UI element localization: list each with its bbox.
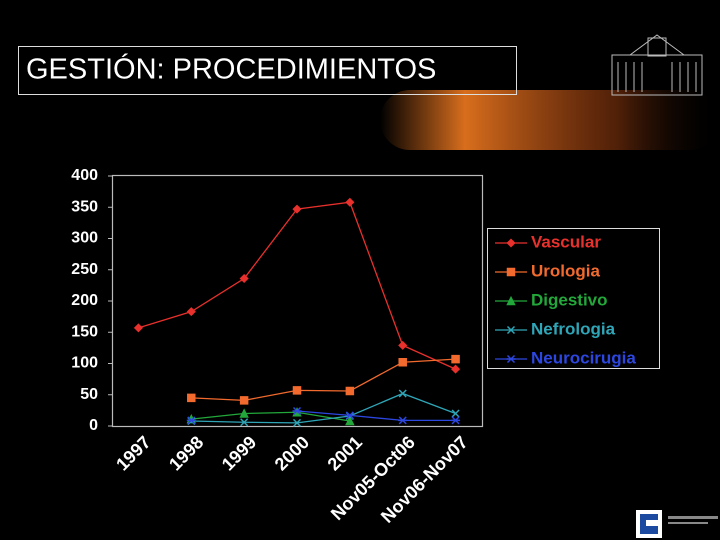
point-marker	[451, 416, 461, 425]
logo-corner	[636, 510, 718, 538]
y-tick-label: 200	[71, 292, 98, 309]
point-marker	[345, 415, 355, 426]
point-marker	[240, 418, 249, 427]
y-tick-label: 300	[71, 230, 98, 247]
title-box	[18, 46, 517, 95]
point-marker	[292, 386, 302, 395]
point-marker	[345, 411, 355, 420]
y-tick-label: 0	[89, 417, 98, 434]
logo-building	[611, 34, 703, 96]
series-line	[191, 392, 456, 424]
point-marker	[133, 323, 143, 333]
legend-marker	[506, 325, 516, 335]
point-marker	[292, 204, 302, 214]
decor-glow	[380, 90, 720, 150]
y-tick-label: 350	[71, 198, 98, 215]
point-marker	[451, 409, 460, 418]
point-marker	[292, 418, 302, 427]
y-tick-label: 400	[71, 167, 98, 184]
y-tick-label: 150	[71, 323, 98, 340]
point-marker	[398, 340, 408, 350]
point-marker	[239, 396, 249, 405]
legend	[487, 228, 660, 369]
legend-label: Digestivo	[531, 290, 608, 309]
legend-marker	[506, 238, 516, 248]
point-marker	[398, 389, 407, 398]
y-tick-label: 100	[71, 355, 98, 372]
point-marker	[186, 307, 196, 317]
legend-marker	[506, 354, 516, 364]
point-marker	[239, 408, 249, 418]
legend-label: Vascular	[531, 232, 601, 251]
legend-label: Nefrologia	[531, 319, 616, 338]
point-marker	[345, 386, 355, 396]
plot-area	[111, 174, 484, 428]
point-marker	[398, 358, 407, 367]
point-marker	[451, 364, 461, 374]
point-marker	[186, 416, 196, 425]
legend-marker	[506, 295, 516, 306]
point-marker	[451, 354, 460, 364]
point-marker	[345, 197, 355, 207]
chart-title: GESTIÓN: PROCEDIMIENTOS	[26, 53, 436, 86]
point-marker	[239, 273, 249, 284]
legend-label: Urologia	[531, 261, 600, 280]
series-line	[296, 410, 456, 422]
series-line	[191, 411, 350, 422]
y-tick-label: 250	[71, 261, 98, 278]
legend-label: Neurocirugia	[531, 348, 636, 367]
y-tick-label: 50	[80, 386, 98, 403]
series-line	[191, 358, 456, 402]
point-marker	[398, 416, 408, 425]
point-marker	[292, 406, 302, 416]
legend-marker	[506, 267, 516, 277]
point-marker	[187, 393, 196, 403]
